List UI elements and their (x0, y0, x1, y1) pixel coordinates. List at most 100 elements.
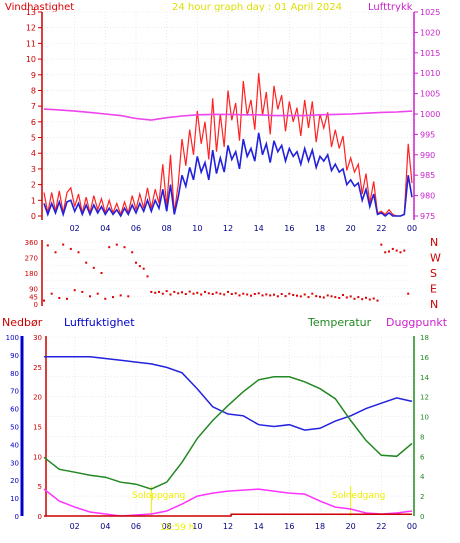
x-tick-label: 12 (223, 522, 233, 531)
direction-point (253, 293, 256, 295)
x-tick-label: 00 (407, 224, 417, 233)
direction-point (66, 297, 68, 300)
x-tick-label: 06 (131, 522, 141, 531)
direction-point (142, 267, 145, 270)
wind-tick-label: 11 (26, 39, 36, 48)
direction-point (307, 296, 310, 299)
compass-label: N (430, 236, 438, 249)
x-tick-label: 10 (192, 224, 202, 233)
direction-point (342, 294, 344, 296)
dewpoint-line (43, 488, 413, 517)
humidity-label: Luftfuktighet (64, 316, 135, 329)
wind-tick-label: 5 (31, 134, 36, 143)
direction-point (104, 297, 107, 300)
rain-tick-label: 5 (38, 483, 42, 491)
rain-tick-label: 0 (38, 513, 42, 521)
temperature-x-axis-ticks: 02 04 06 08 10 12 14 16 18 20 22 00 (70, 522, 418, 531)
direction-point (215, 291, 218, 294)
wind-tick-label: 2 (31, 181, 36, 190)
x-tick-label: 00 (407, 522, 417, 531)
sunset-label: Solnedgang (332, 491, 385, 501)
wind-tick-label: 3 (31, 165, 36, 174)
temperature-tick-label: 16 (420, 354, 429, 362)
x-tick-label: 22 (376, 522, 386, 531)
direction-point (127, 295, 130, 298)
temperature-tick-label: 0 (420, 513, 424, 521)
direction-point (207, 292, 210, 295)
direction-point (399, 251, 402, 254)
direction-point (169, 293, 172, 296)
x-tick-label: 14 (254, 224, 264, 233)
wind-tick-label: 4 (31, 149, 36, 158)
direction-point (85, 261, 88, 264)
x-tick-label: 08 (162, 224, 172, 233)
wind-tick-label: 1 (31, 196, 36, 205)
direction-point (89, 295, 91, 298)
direction-series (43, 243, 410, 302)
pressure-tick-label: 995 (420, 130, 435, 139)
rain-tick-label: 15 (33, 424, 42, 432)
rain-tick-label: 10 (33, 453, 42, 461)
wind-tick-label: 9 (31, 71, 36, 80)
x-tick-label: 02 (70, 522, 80, 531)
direction-point (119, 294, 122, 297)
direction-point (338, 297, 341, 299)
direction-point (250, 294, 252, 297)
average-line (43, 132, 413, 218)
wind-tick-label: 0 (31, 212, 36, 221)
pressure-tick-label: 1025 (420, 8, 440, 17)
direction-point (296, 294, 298, 297)
direction-point (292, 294, 295, 296)
direction-point (181, 291, 183, 294)
direction-point (330, 295, 333, 298)
wind-grid (44, 11, 413, 217)
direction-point (234, 292, 237, 295)
direction-point (58, 297, 61, 299)
dewpoint-label: Duggpunkt (386, 316, 448, 329)
pressure-line (43, 108, 413, 121)
direction-point (376, 299, 379, 302)
direction-point (315, 295, 318, 298)
direction-point (361, 298, 364, 301)
direction-point (368, 298, 371, 301)
direction-point (407, 292, 410, 295)
humidity-tick-label: 100 (6, 334, 19, 342)
direction-point (73, 289, 76, 292)
direction-point (365, 296, 367, 299)
pressure-tick-label: 1015 (420, 49, 440, 58)
pressure-tick-label: 985 (420, 171, 435, 180)
direction-point (391, 247, 394, 250)
direction-point (284, 295, 287, 298)
direction-point (322, 296, 325, 299)
direction-point (326, 294, 329, 297)
temperature-tick-label: 18 (420, 334, 429, 342)
temperature-tick-label: 2 (420, 493, 424, 501)
direction-point (319, 295, 321, 298)
x-tick-label: 02 (70, 224, 80, 233)
compass-label: E (430, 283, 437, 296)
direction-point (276, 295, 279, 298)
direction-point (50, 292, 53, 295)
pressure-tick-label: 975 (420, 212, 435, 221)
direction-point (299, 295, 302, 298)
direction-point (77, 251, 80, 254)
direction-point (177, 292, 180, 295)
direction-point (353, 297, 356, 300)
humidity-tick-label: 0 (15, 513, 19, 521)
rain-tick-label: 30 (33, 334, 42, 342)
direction-point (161, 292, 164, 295)
direction-tick-label: 45 (29, 293, 38, 301)
direction-point (257, 292, 260, 295)
direction-point (92, 266, 95, 269)
x-tick-label: 16 (284, 522, 294, 531)
humidity-tick-label: 60 (10, 406, 19, 414)
direction-point (62, 243, 65, 246)
direction-point (188, 290, 191, 293)
direction-point (246, 293, 249, 296)
wind-tick-label: 7 (31, 102, 36, 111)
wind-series (43, 73, 413, 218)
temperature-axis-ticks: 0 2 4 6 8 10 12 14 16 18 (420, 334, 429, 521)
direction-point (46, 244, 49, 247)
